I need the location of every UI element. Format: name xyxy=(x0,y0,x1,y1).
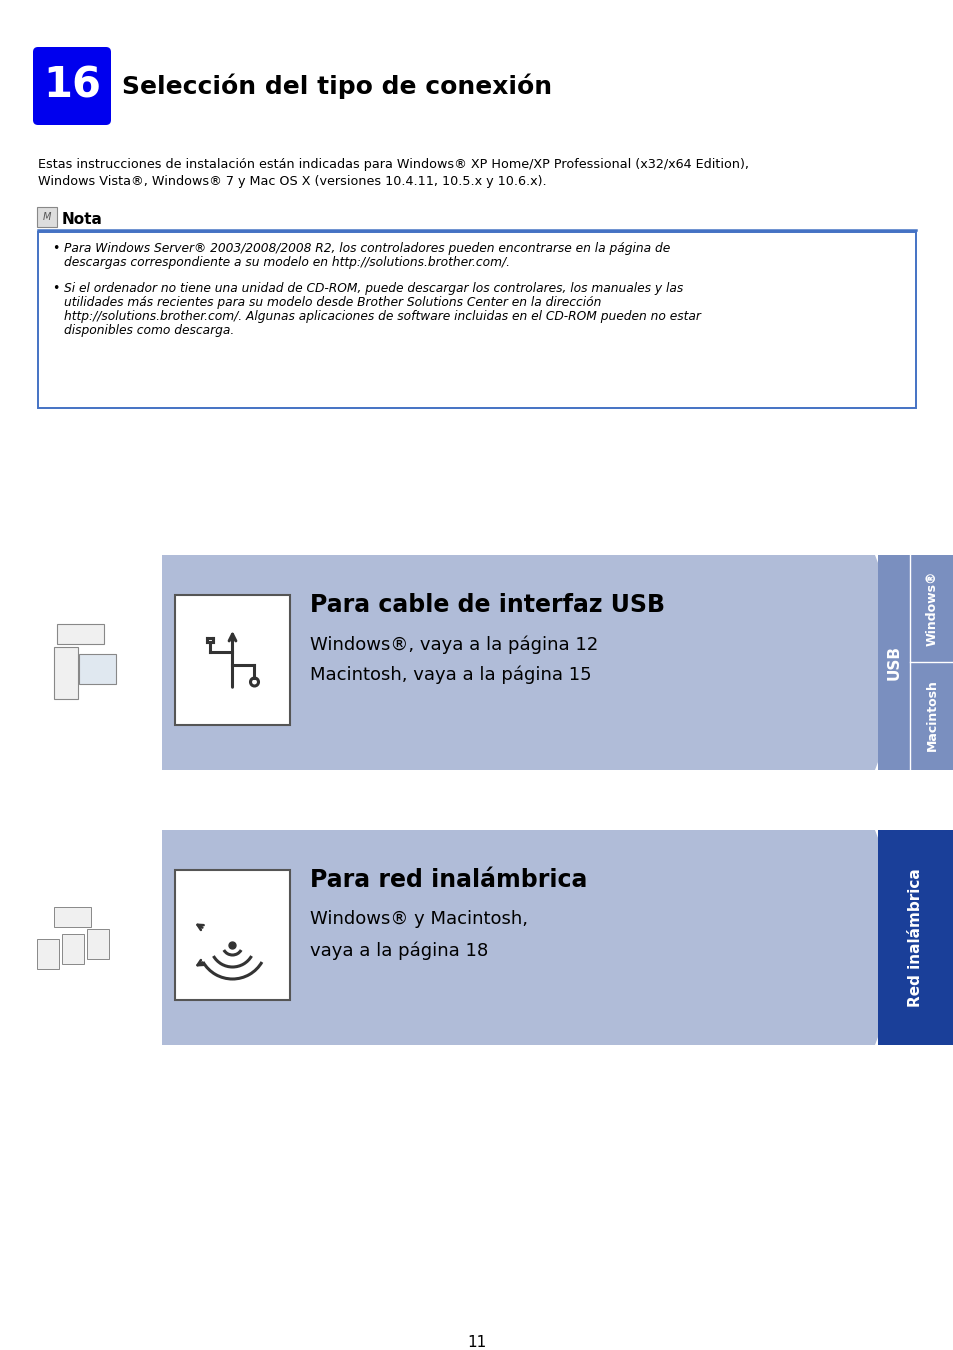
Text: Para Windows Server® 2003/2008/2008 R2, los controladores pueden encontrarse en : Para Windows Server® 2003/2008/2008 R2, … xyxy=(64,242,670,255)
Polygon shape xyxy=(162,830,915,1045)
Text: utilidades más recientes para su modelo desde Brother Solutions Center en la dir: utilidades más recientes para su modelo … xyxy=(64,296,600,309)
Text: http://solutions.brother.com/. Algunas aplicaciones de software incluidas en el : http://solutions.brother.com/. Algunas a… xyxy=(64,310,700,323)
Text: Windows®: Windows® xyxy=(924,571,938,647)
FancyBboxPatch shape xyxy=(62,933,84,964)
Text: Para red inalámbrica: Para red inalámbrica xyxy=(310,868,587,892)
Text: 16: 16 xyxy=(43,65,101,107)
Text: vaya a la página 18: vaya a la página 18 xyxy=(310,942,488,960)
FancyBboxPatch shape xyxy=(79,653,116,683)
Text: •: • xyxy=(52,242,59,255)
Text: Para cable de interfaz USB: Para cable de interfaz USB xyxy=(310,593,664,617)
FancyBboxPatch shape xyxy=(33,47,111,126)
Text: Si el ordenador no tiene una unidad de CD-ROM, puede descargar los controlares, : Si el ordenador no tiene una unidad de C… xyxy=(64,282,682,296)
FancyBboxPatch shape xyxy=(38,232,915,408)
Text: M: M xyxy=(43,212,51,221)
Polygon shape xyxy=(162,555,915,770)
Text: disponibles como descarga.: disponibles como descarga. xyxy=(64,324,234,338)
Text: descargas correspondiente a su modelo en http://solutions.brother.com/.: descargas correspondiente a su modelo en… xyxy=(64,256,510,269)
Text: USB: USB xyxy=(885,645,901,680)
Bar xyxy=(877,769,953,830)
FancyBboxPatch shape xyxy=(174,869,290,1000)
Text: •: • xyxy=(52,282,59,296)
FancyBboxPatch shape xyxy=(37,938,59,968)
FancyBboxPatch shape xyxy=(87,929,109,958)
FancyBboxPatch shape xyxy=(174,595,290,725)
Bar xyxy=(877,830,953,1045)
FancyBboxPatch shape xyxy=(37,207,57,227)
Text: 11: 11 xyxy=(467,1335,486,1350)
FancyBboxPatch shape xyxy=(57,624,104,644)
Text: Windows®, vaya a la página 12: Windows®, vaya a la página 12 xyxy=(310,634,598,653)
Text: Selección del tipo de conexión: Selección del tipo de conexión xyxy=(122,73,552,99)
Text: Windows Vista®, Windows® 7 y Mac OS X (versiones 10.4.11, 10.5.x y 10.6.x).: Windows Vista®, Windows® 7 y Mac OS X (v… xyxy=(38,176,546,188)
Text: Red inalámbrica: Red inalámbrica xyxy=(907,868,923,1007)
Text: Nota: Nota xyxy=(62,212,103,227)
Text: Macintosh, vaya a la página 15: Macintosh, vaya a la página 15 xyxy=(310,666,591,683)
Text: Macintosh: Macintosh xyxy=(924,679,938,752)
FancyBboxPatch shape xyxy=(54,906,91,926)
Bar xyxy=(877,555,953,770)
Text: Estas instrucciones de instalación están indicadas para Windows® XP Home/XP Prof: Estas instrucciones de instalación están… xyxy=(38,158,748,171)
Text: Windows® y Macintosh,: Windows® y Macintosh, xyxy=(310,910,527,927)
FancyBboxPatch shape xyxy=(54,647,78,698)
